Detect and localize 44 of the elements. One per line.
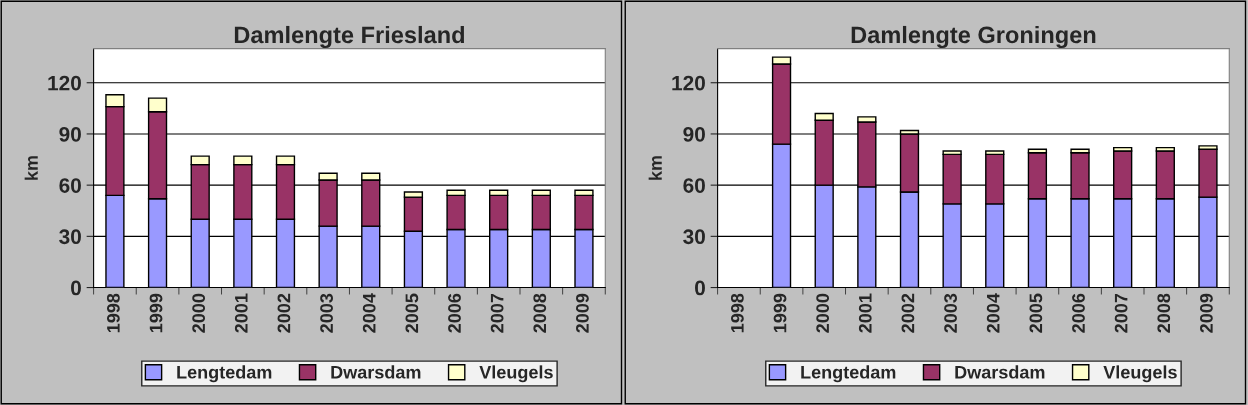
y-tick-label: 60 xyxy=(59,178,81,193)
x-tick-label: 2005 xyxy=(405,293,419,333)
x-tick-label: 2004 xyxy=(362,293,376,333)
y-axis-title: km xyxy=(24,156,38,180)
y-tick-label: 90 xyxy=(683,126,705,142)
x-tick-label: 1999 xyxy=(773,293,787,333)
x-tick-label: 2007 xyxy=(490,293,504,333)
y-tick-label: 30 xyxy=(59,229,81,245)
legend-label: Dwarsdam xyxy=(955,365,1045,379)
x-tick-label: 2009 xyxy=(576,293,589,333)
chart-title: Damlengte Friesland xyxy=(234,25,465,49)
x-tick-label: 2009 xyxy=(1200,293,1213,333)
y-tick-label: 120 xyxy=(48,75,81,91)
y-tick-label: 30 xyxy=(683,229,705,245)
x-tick-label: 2000 xyxy=(816,293,830,333)
y-tick-label: 0 xyxy=(71,280,81,296)
x-tick-label: 2008 xyxy=(533,293,547,333)
x-tick-label: 2008 xyxy=(1157,293,1171,333)
chart-title: Damlengte Groningen xyxy=(851,25,1096,49)
y-tick-label: 90 xyxy=(59,126,81,142)
x-tick-label: 2001 xyxy=(858,293,872,333)
x-tick-label: 2007 xyxy=(1114,293,1128,333)
y-tick-label: 120 xyxy=(672,75,705,91)
legend-label: Dwarsdam xyxy=(331,365,421,379)
x-tick-label: 2003 xyxy=(944,293,957,333)
legend-label: Lengtedam xyxy=(801,365,896,383)
x-tick-label: 1999 xyxy=(149,293,163,333)
x-tick-label: 2002 xyxy=(277,293,291,333)
x-tick-label: 2002 xyxy=(901,293,915,333)
x-tick-label: 1998 xyxy=(106,293,120,333)
x-tick-label: 2000 xyxy=(192,293,206,333)
y-tick-label: 60 xyxy=(683,178,705,193)
y-axis-title: km xyxy=(648,156,662,180)
legend-label: Vleugels xyxy=(1103,365,1177,383)
x-tick-label: 2003 xyxy=(320,293,333,333)
x-tick-label: 2006 xyxy=(1072,293,1085,333)
legend-label: Lengtedam xyxy=(177,365,272,383)
x-tick-label: 1998 xyxy=(730,293,744,333)
y-tick-label: 0 xyxy=(695,280,705,296)
x-tick-label: 2001 xyxy=(234,293,248,333)
x-tick-label: 2006 xyxy=(448,293,461,333)
x-tick-label: 2005 xyxy=(1029,293,1043,333)
x-tick-label: 2004 xyxy=(986,293,1000,333)
legend-label: Vleugels xyxy=(479,365,553,383)
